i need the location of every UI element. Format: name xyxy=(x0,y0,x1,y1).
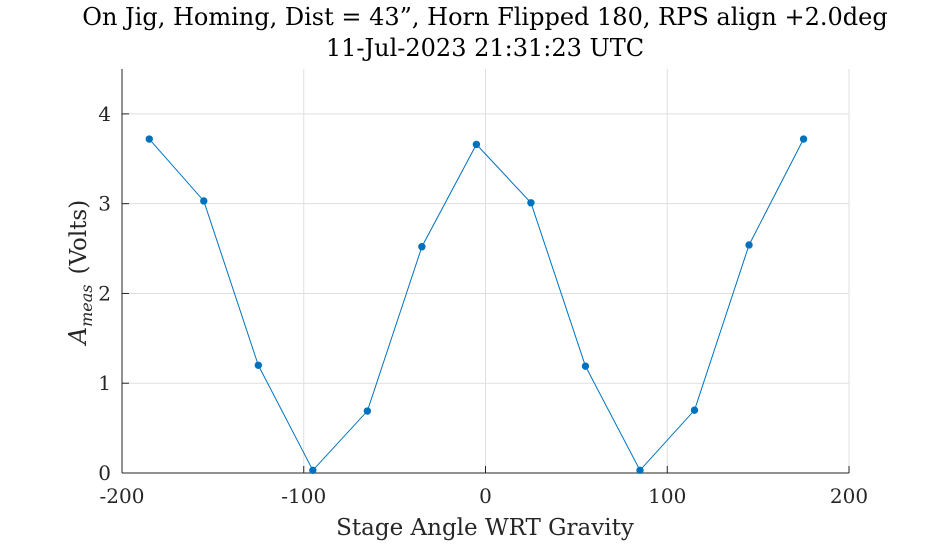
y-tick-label-1: 1 xyxy=(98,371,111,395)
y-tick-label-3: 3 xyxy=(98,192,111,216)
data-point-0-6 xyxy=(472,140,481,149)
x-tick-label-1: -100 xyxy=(281,484,326,508)
data-point-0-5 xyxy=(418,243,426,251)
data-point-0-3 xyxy=(309,466,317,475)
x-tick-labels: -200 -100 0 100 200 xyxy=(100,484,869,508)
data-point-0-7 xyxy=(527,199,535,207)
series-line-0 xyxy=(148,138,805,472)
chart-title: On Jig, Homing, Dist = 43”, Horn Flipped… xyxy=(82,3,887,31)
data-point-0-2 xyxy=(254,361,263,369)
data-point-0-4 xyxy=(363,407,372,415)
data-point-0-0 xyxy=(145,135,153,143)
y-tick-label-4: 4 xyxy=(98,102,111,126)
data-point-0-11 xyxy=(745,241,753,249)
y-tick-label-2: 2 xyxy=(98,281,111,305)
y-axis-label-subscript: meas xyxy=(77,284,96,326)
x-tick-label-2: 0 xyxy=(479,484,492,508)
data-point-0-9 xyxy=(636,466,644,475)
x-tick-label-4: 200 xyxy=(830,484,868,508)
data-point-0-10 xyxy=(690,406,699,414)
y-tick-label-0: 0 xyxy=(98,461,111,485)
x-tick-label-0: -200 xyxy=(100,484,145,508)
axes xyxy=(121,69,850,474)
y-axis-label: Ameas (Volts) xyxy=(64,200,96,346)
x-axis-label: Stage Angle WRT Gravity xyxy=(336,515,634,541)
chart-subtitle: 11-Jul-2023 21:31:23 UTC xyxy=(326,34,644,62)
y-axis-label-unit: (Volts) xyxy=(66,200,92,275)
y-axis-label-symbol: A xyxy=(64,327,92,346)
y-tick-labels: 0 1 2 3 4 xyxy=(98,102,111,485)
data-point-0-1 xyxy=(200,197,208,205)
data-point-0-12 xyxy=(799,135,808,143)
x-tick-label-3: 100 xyxy=(648,484,686,508)
plot-series xyxy=(145,135,808,475)
data-point-0-8 xyxy=(581,362,590,370)
